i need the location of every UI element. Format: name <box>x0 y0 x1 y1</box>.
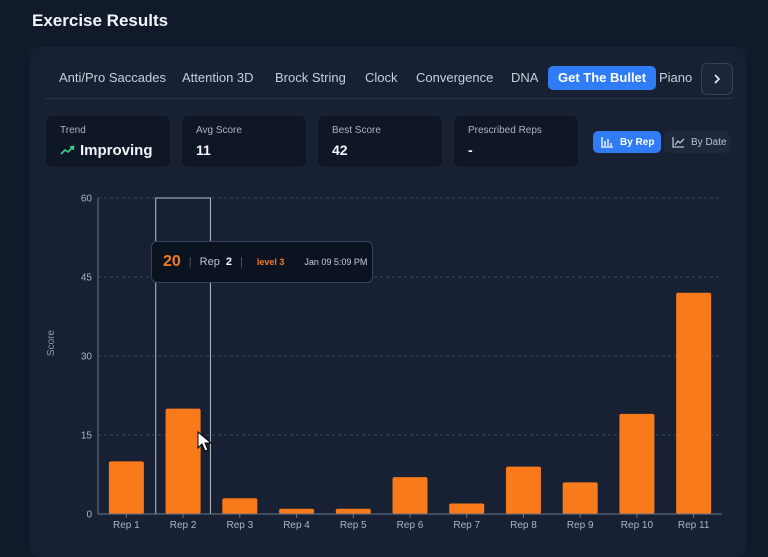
score-bar-chart: 0 15 30 45 60 Rep 1 Rep 2 Rep 3 Rep 4 Rep 5 Rep 6 R… <box>46 194 722 531</box>
stat-avg-value: 11 <box>196 142 211 158</box>
bar-rep-9[interactable] <box>562 482 598 514</box>
tooltip-score: 20 <box>163 253 181 270</box>
stat-trend-value: Improving <box>80 142 153 159</box>
tooltip-separator: | <box>188 256 192 268</box>
stat-avg-label: Avg Score <box>196 125 242 136</box>
by-date-label: By Date <box>691 136 727 148</box>
tab-anti-pro-saccades[interactable]: Anti/Pro Saccades <box>59 70 166 85</box>
by-date-toggle[interactable]: By Date <box>664 131 730 153</box>
stat-prescribed-reps: Prescribed Reps - <box>454 116 578 167</box>
tooltip-date: Jan 09 5:09 PM <box>304 257 368 267</box>
x-tick-label: Rep 7 <box>453 520 480 531</box>
trend-up-icon <box>60 145 75 155</box>
line-chart-icon <box>672 136 685 148</box>
x-tick-label: Rep 1 <box>113 520 140 531</box>
x-tick-label: Rep 3 <box>226 520 253 531</box>
bar-rep-7[interactable] <box>449 503 485 514</box>
stat-best-label: Best Score <box>332 125 381 136</box>
tab-attention-3d[interactable]: Attention 3D <box>182 70 254 85</box>
tab-convergence[interactable]: Convergence <box>416 70 494 85</box>
tab-clock[interactable]: Clock <box>365 70 398 85</box>
bar-rep-10[interactable] <box>619 413 655 514</box>
stat-trend-label: Trend <box>60 125 86 136</box>
bar-tooltip: 20 | Rep 2 | level 3 Jan 09 5:09 PM <box>151 241 373 283</box>
y-axis-label: Score <box>46 330 57 357</box>
bar-rep-3[interactable] <box>222 498 258 514</box>
x-tick-label: Rep 9 <box>567 520 594 531</box>
stat-best-score: Best Score 42 <box>318 116 442 167</box>
stat-prescribed-label: Prescribed Reps <box>468 125 542 136</box>
x-tick-label: Rep 11 <box>678 520 710 531</box>
mouse-pointer-icon <box>197 431 213 452</box>
y-tick-label: 45 <box>81 273 93 284</box>
y-tick-label: 60 <box>81 194 93 205</box>
chevron-right-icon <box>714 74 721 84</box>
x-tick-label: Rep 5 <box>340 520 367 531</box>
stat-prescribed-value: - <box>468 142 473 158</box>
tab-brock-string[interactable]: Brock String <box>275 70 346 85</box>
tooltip-rep-value: 2 <box>225 256 232 268</box>
tooltip-rep-label: Rep <box>199 256 220 268</box>
tabs-next-button[interactable] <box>701 63 733 95</box>
exercise-tabs: Anti/Pro Saccades Attention 3D Brock Str… <box>45 60 733 99</box>
bar-rep-8[interactable] <box>505 466 541 514</box>
x-tick-label: Rep 4 <box>283 520 310 531</box>
tab-get-the-bullet[interactable]: Get The Bullet <box>548 66 657 90</box>
stat-trend: Trend Improving <box>46 116 170 167</box>
bar-rep-1[interactable] <box>108 461 144 514</box>
tab-piano[interactable]: Piano <box>659 70 693 85</box>
stat-best-value: 42 <box>332 142 348 158</box>
by-rep-label: By Rep <box>620 136 655 148</box>
x-tick-label: Rep 8 <box>510 520 537 531</box>
bar-chart-icon <box>601 136 613 148</box>
page-title: Exercise Results <box>32 11 169 30</box>
bar-rep-4[interactable] <box>279 508 315 514</box>
stat-avg-score: Avg Score 11 <box>182 116 306 167</box>
y-tick-label: 30 <box>81 352 93 363</box>
tooltip-separator: | <box>239 256 243 268</box>
tab-dna[interactable]: DNA <box>511 70 539 85</box>
by-rep-toggle[interactable]: By Rep <box>593 131 661 153</box>
y-tick-label: 0 <box>86 510 92 521</box>
x-tick-label: Rep 10 <box>621 520 654 531</box>
y-tick-label: 15 <box>81 431 93 442</box>
x-tick-label: Rep 2 <box>170 520 197 531</box>
bar-rep-5[interactable] <box>335 508 371 514</box>
x-tick-label: Rep 6 <box>397 520 424 531</box>
tooltip-level: level 3 <box>256 257 285 267</box>
bar-rep-2[interactable] <box>165 408 201 514</box>
bar-rep-6[interactable] <box>392 477 428 514</box>
bar-rep-11[interactable] <box>676 292 712 514</box>
